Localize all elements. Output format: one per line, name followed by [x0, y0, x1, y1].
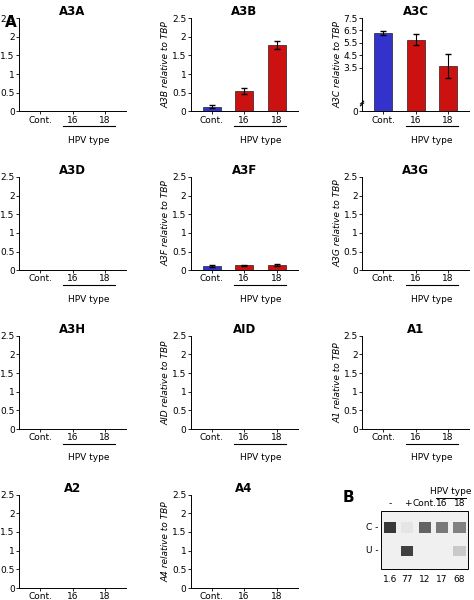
Bar	[401, 545, 413, 556]
Bar	[439, 66, 457, 112]
Text: HPV type: HPV type	[68, 454, 109, 463]
Y-axis label: A3F relative to TBP: A3F relative to TBP	[162, 181, 171, 266]
Text: Cont.: Cont.	[413, 499, 437, 508]
Text: 12: 12	[419, 575, 430, 584]
Text: HPV type: HPV type	[68, 295, 109, 304]
Text: +: +	[404, 499, 411, 508]
Y-axis label: A1 relative to TBP: A1 relative to TBP	[333, 342, 342, 423]
Text: 77: 77	[401, 575, 413, 584]
Bar	[384, 523, 396, 533]
Title: A3A: A3A	[59, 5, 86, 18]
Bar	[407, 40, 425, 112]
Text: HPV type: HPV type	[430, 487, 472, 496]
Y-axis label: A4 relative to TBP: A4 relative to TBP	[162, 501, 171, 581]
Text: HPV type: HPV type	[411, 136, 453, 145]
Text: U -: U -	[365, 546, 378, 555]
Title: AID: AID	[232, 323, 256, 336]
Title: A1: A1	[407, 323, 424, 336]
Text: HPV type: HPV type	[239, 454, 281, 463]
Bar	[374, 33, 392, 112]
Bar	[454, 545, 465, 556]
Title: A3D: A3D	[59, 164, 86, 177]
Text: B: B	[343, 490, 355, 505]
Text: -: -	[388, 499, 392, 508]
Text: C -: C -	[366, 523, 378, 532]
Text: 16: 16	[437, 499, 448, 508]
Text: A: A	[5, 15, 17, 30]
Y-axis label: A3B relative to TBP: A3B relative to TBP	[162, 22, 171, 108]
Bar	[203, 107, 220, 112]
Title: A3F: A3F	[231, 164, 257, 177]
Text: 17: 17	[437, 575, 448, 584]
Y-axis label: AID relative to TBP: AID relative to TBP	[162, 340, 171, 425]
Bar	[235, 265, 253, 270]
Bar	[203, 266, 220, 270]
Text: HPV type: HPV type	[239, 295, 281, 304]
Title: A4: A4	[236, 482, 253, 494]
Bar	[454, 523, 465, 533]
Bar	[382, 511, 468, 569]
Y-axis label: A3G relative to TBP: A3G relative to TBP	[333, 180, 342, 268]
Title: A2: A2	[64, 482, 81, 494]
Bar	[268, 45, 285, 112]
Bar	[268, 265, 285, 270]
Text: 18: 18	[454, 499, 465, 508]
Text: 68: 68	[454, 575, 465, 584]
Text: 1.6: 1.6	[383, 575, 397, 584]
Y-axis label: A3C relative to TBP: A3C relative to TBP	[333, 21, 342, 108]
Title: A3C: A3C	[402, 5, 428, 18]
Bar	[436, 523, 448, 533]
Text: HPV type: HPV type	[411, 295, 453, 304]
Text: HPV type: HPV type	[239, 136, 281, 145]
Title: A3B: A3B	[231, 5, 257, 18]
Text: HPV type: HPV type	[68, 136, 109, 145]
Bar	[235, 91, 253, 112]
Title: A3H: A3H	[59, 323, 86, 336]
Bar	[419, 523, 431, 533]
Title: A3G: A3G	[402, 164, 429, 177]
Bar	[401, 523, 413, 533]
Text: HPV type: HPV type	[411, 454, 453, 463]
